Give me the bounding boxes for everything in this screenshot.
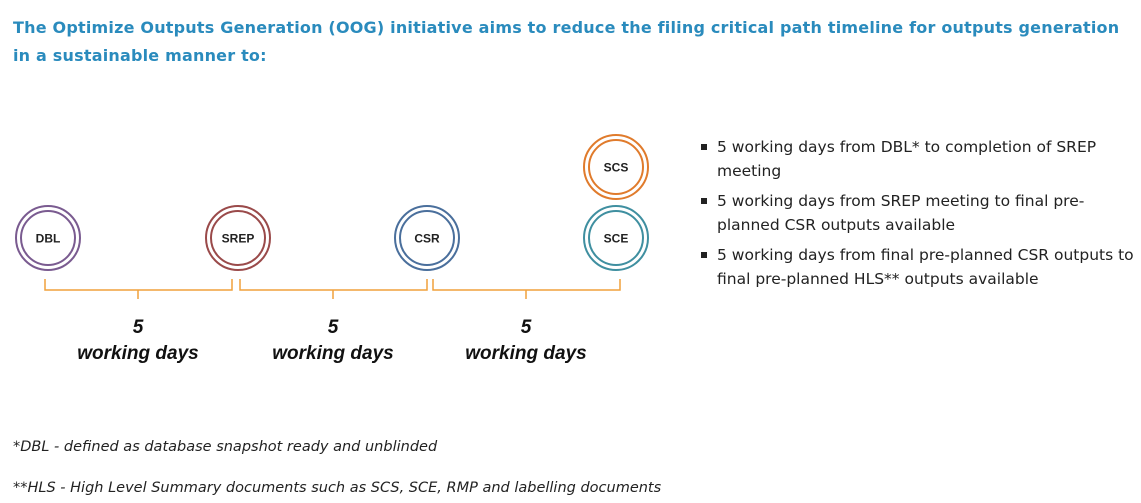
milestone-csr-inner-ring (399, 210, 455, 266)
milestone-scs: SCS (583, 134, 649, 200)
footnote-hls: **HLS - High Level Summary documents suc… (13, 480, 662, 496)
milestone-sce-label: SCE (604, 232, 629, 246)
milestone-sce: SCE (583, 205, 649, 271)
milestone-csr: CSR (394, 205, 460, 271)
interval-brace-3 (432, 279, 621, 299)
milestone-srep: SREP (205, 205, 271, 271)
goal-text: 5 working days from DBL* to completion o… (717, 138, 1097, 180)
milestone-sce-inner-ring (588, 210, 644, 266)
milestone-scs-inner-ring (588, 139, 644, 195)
goal-list: 5 working days from DBL* to completion o… (700, 135, 1140, 297)
milestone-dbl-label: DBL (36, 232, 61, 246)
square-bullet-icon (701, 252, 707, 258)
milestone-csr-label: CSR (414, 232, 440, 246)
milestone-dbl: DBL (15, 205, 81, 271)
milestone-srep-outer-ring (205, 205, 271, 271)
interval-3-number: 5 (521, 317, 532, 338)
page-heading: The Optimize Outputs Generation (OOG) in… (13, 18, 1120, 65)
goal-list-item: 5 working days from SREP meeting to fina… (700, 189, 1140, 237)
goal-text: 5 working days from SREP meeting to fina… (717, 192, 1085, 234)
milestone-srep-label: SREP (222, 232, 255, 246)
milestone-csr-outer-ring (394, 205, 460, 271)
timeline-diagram: DBL SREP CSR SCE SCS 5 working days 5 wo… (15, 134, 649, 364)
goal-list-item: 5 working days from final pre-planned CS… (700, 243, 1140, 291)
interval-2-number: 5 (328, 317, 339, 338)
milestone-dbl-inner-ring (20, 210, 76, 266)
goal-list-item: 5 working days from DBL* to completion o… (700, 135, 1140, 183)
milestone-srep-inner-ring (210, 210, 266, 266)
milestone-dbl-outer-ring (15, 205, 81, 271)
interval-1-unit: working days (77, 343, 198, 364)
footnote-dbl: *DBL - defined as database snapshot read… (13, 439, 438, 455)
interval-3-unit: working days (465, 343, 586, 364)
interval-brace-1 (44, 279, 233, 299)
milestone-sce-outer-ring (583, 205, 649, 271)
milestone-scs-label: SCS (604, 161, 629, 175)
square-bullet-icon (701, 198, 707, 204)
goal-text: 5 working days from final pre-planned CS… (717, 246, 1134, 288)
interval-2-unit: working days (272, 343, 393, 364)
square-bullet-icon (701, 144, 707, 150)
interval-1-number: 5 (133, 317, 144, 338)
interval-brace-2 (239, 279, 428, 299)
milestone-scs-outer-ring (583, 134, 649, 200)
